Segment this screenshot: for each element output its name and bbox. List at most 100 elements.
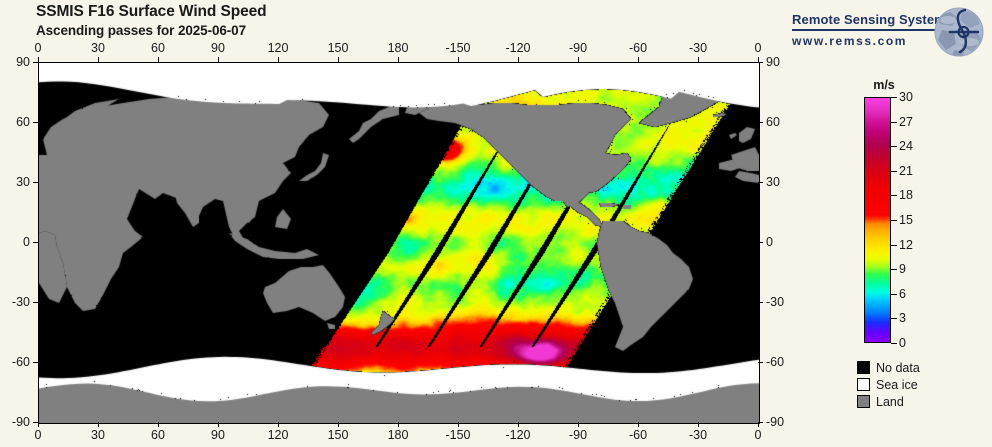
page-subtitle: Ascending passes for 2025-06-07 [36,22,266,39]
y-axis-tick [33,242,38,243]
colorbar-tick [891,220,897,221]
x-axis-tick [98,422,99,427]
x-axis-tick [698,57,699,62]
x-axis-label: 0 [8,428,68,442]
y-axis-label: -60 [0,355,30,369]
x-axis-tick [158,422,159,427]
y-axis-tick [758,242,763,243]
x-axis-label: -150 [428,41,488,55]
colorbar-tick [891,318,897,319]
colorbar-tick-label: 27 [899,116,913,129]
x-axis-label: 0 [8,41,68,55]
y-axis-label: -30 [766,295,796,309]
y-axis-label: 90 [0,55,30,69]
x-axis-tick [458,422,459,427]
x-axis-tick [38,422,39,427]
legend-item: No data [857,359,920,376]
y-axis-tick [33,422,38,423]
x-axis-label: -90 [548,428,608,442]
x-axis-tick [218,57,219,62]
x-axis-tick [338,422,339,427]
colorbar[interactable] [864,97,891,343]
map-legend: No data Sea ice Land [857,359,920,410]
y-axis-tick [758,182,763,183]
x-axis-label: -120 [488,41,548,55]
x-axis-tick [518,422,519,427]
colorbar-tick [891,245,897,246]
x-axis-label: 180 [368,428,428,442]
y-axis-label: 0 [766,235,796,249]
wind-speed-map-page: SSMIS F16 Surface Wind Speed Ascending p… [0,0,992,447]
x-axis-label: -60 [608,41,668,55]
y-axis-label: -60 [766,355,796,369]
y-axis-tick [758,302,763,303]
y-axis-label: 60 [766,115,796,129]
logo-website: www.remss.com [792,34,952,48]
logo-company-name: Remote Sensing Systems [792,12,952,27]
colorbar-tick [891,195,897,196]
x-axis-label: -30 [668,428,728,442]
x-axis-label: -60 [608,428,668,442]
colorbar-unit-label: m/s [864,78,904,92]
colorbar-tick-label: 9 [899,263,906,276]
logo-divider [792,29,945,31]
x-axis-tick [338,57,339,62]
y-axis-tick [758,122,763,123]
colorbar-tick [891,171,897,172]
x-axis-tick [458,57,459,62]
colorbar-tick-label: 12 [899,239,913,252]
y-axis-label: -90 [0,415,30,429]
y-axis-tick [758,422,763,423]
legend-swatch [857,378,870,391]
y-axis-label: 90 [766,55,796,69]
title-block: SSMIS F16 Surface Wind Speed Ascending p… [36,3,266,39]
x-axis-label: 120 [248,41,308,55]
colorbar-tick [891,122,897,123]
wind-speed-raster [39,63,759,423]
colorbar-tick-label: 30 [899,91,913,104]
remss-logo[interactable]: Remote Sensing Systems www.remss.com [792,6,988,56]
y-axis-tick [758,62,763,63]
y-axis-tick [758,362,763,363]
y-axis-tick [33,362,38,363]
x-axis-tick [38,57,39,62]
x-axis-label: -30 [668,41,728,55]
colorbar-tick-label: 18 [899,189,913,202]
x-axis-label: 30 [68,41,128,55]
page-title: SSMIS F16 Surface Wind Speed [36,3,266,21]
colorbar-gradient [864,97,891,343]
y-axis-tick [33,302,38,303]
x-axis-tick [218,422,219,427]
legend-label: Sea ice [876,378,918,392]
logo-text: Remote Sensing Systems www.remss.com [792,12,952,48]
colorbar-tick-label: 24 [899,140,913,153]
y-axis-label: -90 [766,415,796,429]
legend-label: Land [876,395,904,409]
x-axis-tick [518,57,519,62]
x-axis-tick [578,57,579,62]
y-axis-label: 60 [0,115,30,129]
colorbar-tick [891,269,897,270]
x-axis-label: 150 [308,41,368,55]
colorbar-tick [891,294,897,295]
y-axis-label: 30 [766,175,796,189]
x-axis-label: -120 [488,428,548,442]
x-axis-label: 90 [188,428,248,442]
y-axis-label: 0 [0,235,30,249]
y-axis-tick [33,182,38,183]
world-map-plot[interactable] [38,62,760,424]
colorbar-tick-label: 15 [899,214,913,227]
legend-item: Land [857,393,920,410]
legend-item: Sea ice [857,376,920,393]
colorbar-tick-label: 6 [899,288,906,301]
colorbar-tick [891,146,897,147]
x-axis-tick [638,57,639,62]
colorbar-tick [891,97,897,98]
legend-swatch [857,361,870,374]
x-axis-label: 90 [188,41,248,55]
y-axis-label: -30 [0,295,30,309]
x-axis-label: 0 [728,428,788,442]
x-axis-tick [98,57,99,62]
x-axis-label: 60 [128,41,188,55]
globe-icon [932,6,988,58]
